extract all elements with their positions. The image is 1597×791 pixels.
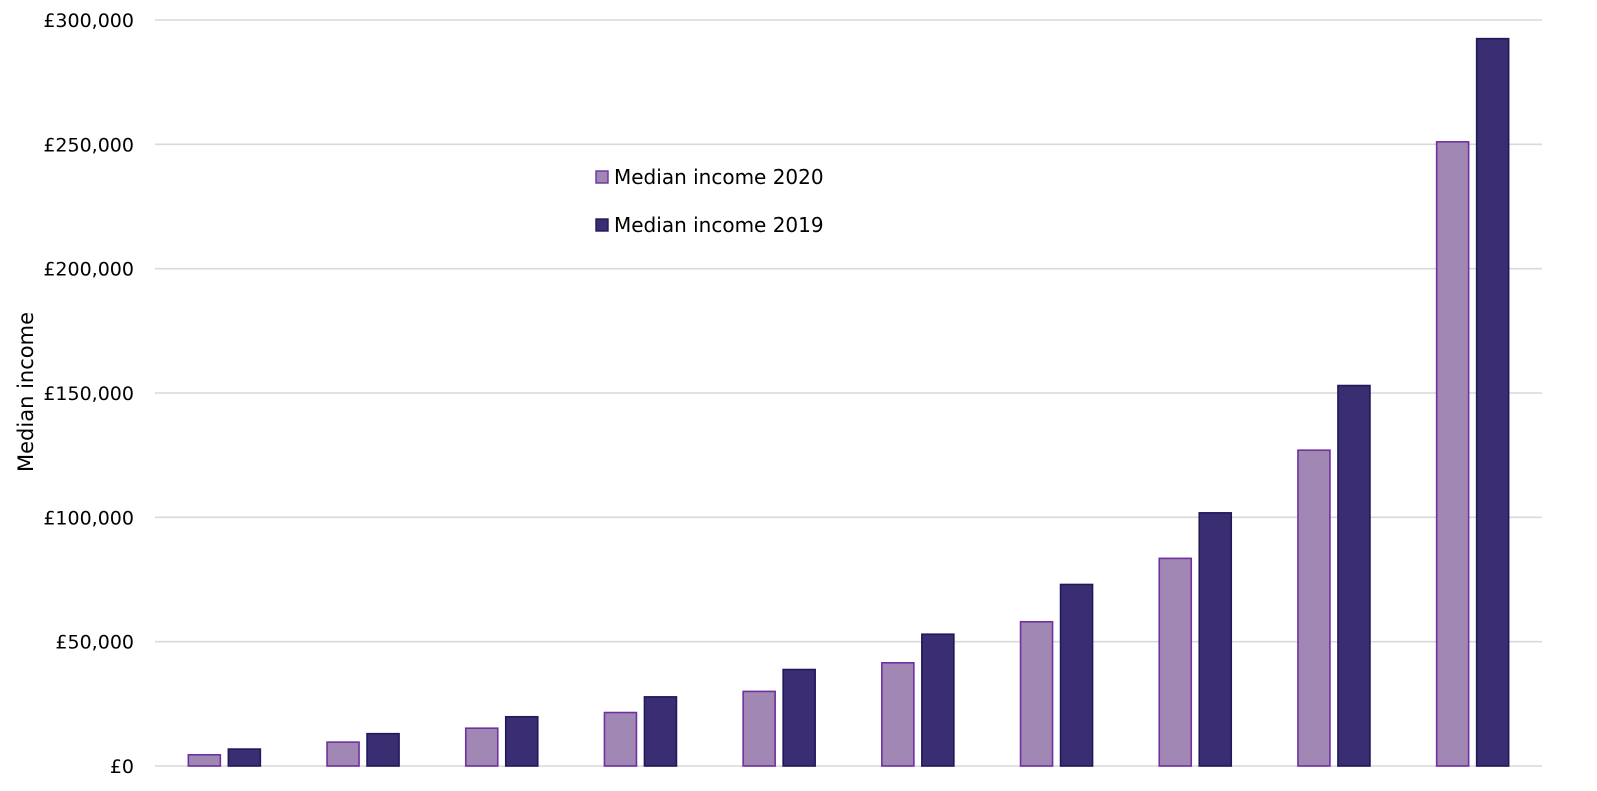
y-axis-ticks: £0 £50,000 £100,000 £150,000 £200,000 £250,00… <box>43 10 134 778</box>
legend-swatch-2020 <box>595 170 609 184</box>
y-tick-label: £0 <box>110 756 134 778</box>
bar-series1-cat9 <box>1475 37 1510 767</box>
bar-series0-cat4 <box>742 690 776 767</box>
bar-series1-cat5 <box>921 633 955 767</box>
y-tick-label: £300,000 <box>43 10 134 32</box>
y-tick-label: £250,000 <box>43 134 134 156</box>
legend-label-2019: Median income 2019 <box>614 213 824 237</box>
bar-series1-cat2 <box>504 715 539 767</box>
bar-series1-cat3 <box>643 696 678 767</box>
bar-series1-cat4 <box>782 668 816 767</box>
bar-series0-cat1 <box>326 741 360 767</box>
y-tick-label: £50,000 <box>55 632 134 654</box>
bar-series0-cat2 <box>464 727 499 767</box>
gridlines <box>155 19 1542 767</box>
bar-series0-cat3 <box>603 711 638 767</box>
bar-series0-cat9 <box>1435 141 1470 767</box>
bar-series1-cat8 <box>1337 384 1371 767</box>
bar-series0-cat7 <box>1158 557 1193 767</box>
bars <box>187 37 1510 767</box>
legend-label-2020: Median income 2020 <box>614 165 824 189</box>
bar-series1-cat6 <box>1059 583 1094 767</box>
bar-series1-cat1 <box>366 732 400 767</box>
bar-series1-cat7 <box>1198 512 1233 767</box>
legend-item-2020[interactable]: Median income 2020 <box>595 165 824 189</box>
y-tick-label: £200,000 <box>43 259 134 281</box>
bar-series0-cat6 <box>1019 620 1054 767</box>
legend-item-2019[interactable]: Median income 2019 <box>595 213 824 237</box>
bar-series0-cat5 <box>881 662 915 767</box>
legend-swatch-2019 <box>595 218 609 232</box>
y-tick-label: £150,000 <box>43 383 134 405</box>
bar-series1-cat0 <box>227 748 262 767</box>
y-axis-title: Median income <box>14 312 38 472</box>
legend: Median income 2020 Median income 2019 <box>595 165 824 237</box>
bar-series0-cat0 <box>187 754 222 767</box>
y-tick-label: £100,000 <box>43 507 134 529</box>
bar-series0-cat8 <box>1297 449 1331 767</box>
